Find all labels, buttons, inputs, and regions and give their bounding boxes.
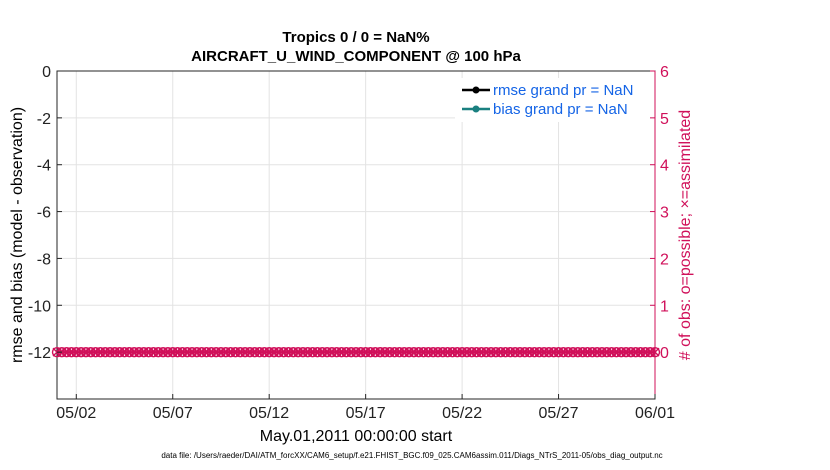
y-tick-label: -10 [28,298,51,315]
legend-rmse-label: rmse grand pr = NaN [493,82,633,99]
y2-tick-label: 0 [660,345,669,362]
x-tick-label: 05/07 [153,405,193,422]
legend-box [455,78,650,122]
y2-tick-label: 5 [660,111,669,128]
legend: rmse grand pr = NaN bias grand pr = NaN [455,78,650,122]
y2-axis-label: # of obs: o=possible; ×=assimilated [677,110,694,360]
x-tick-label: 05/17 [346,405,386,422]
data-series [51,346,661,358]
x-axis-label: May.01,2011 00:00:00 start [260,428,453,445]
y2-tick-label: 1 [660,298,669,315]
y2-tick-label: 3 [660,205,669,222]
y-tick-label: -4 [37,158,51,175]
y-tick-label: -8 [37,251,51,268]
y-tick-label: -12 [28,345,51,362]
x-tick-label: 06/01 [635,405,675,422]
y-tick-label: -6 [37,205,51,222]
legend-bias-marker [472,105,480,113]
y2-tick-label: 2 [660,251,669,268]
x-axis: 05/02 05/07 05/12 05/17 05/22 05/27 06/01 [56,394,675,422]
chart-title: Tropics 0 / 0 = NaN% [282,29,429,46]
x-tick-label: 05/22 [442,405,482,422]
x-tick-label: 05/12 [249,405,289,422]
y2-tick-label: 6 [660,64,669,81]
y-axis-left: 0 -2 -4 -6 -8 -10 -12 [28,64,62,362]
chart-subtitle: AIRCRAFT_U_WIND_COMPONENT @ 100 hPa [191,48,521,65]
legend-rmse-marker [472,86,480,94]
x-tick-label: 05/02 [56,405,96,422]
y2-tick-label: 4 [660,158,669,175]
y-axis-label: rmse and bias (model - observation) [9,107,26,363]
y-tick-label: -2 [37,111,51,128]
y-axis-right: 6 5 4 3 2 1 0 [650,64,669,399]
legend-bias-label: bias grand pr = NaN [493,101,628,118]
footnote: data file: /Users/raeder/DAI/ATM_forcXX/… [161,451,662,460]
y-tick-label: 0 [42,64,51,81]
x-tick-label: 05/27 [539,405,579,422]
